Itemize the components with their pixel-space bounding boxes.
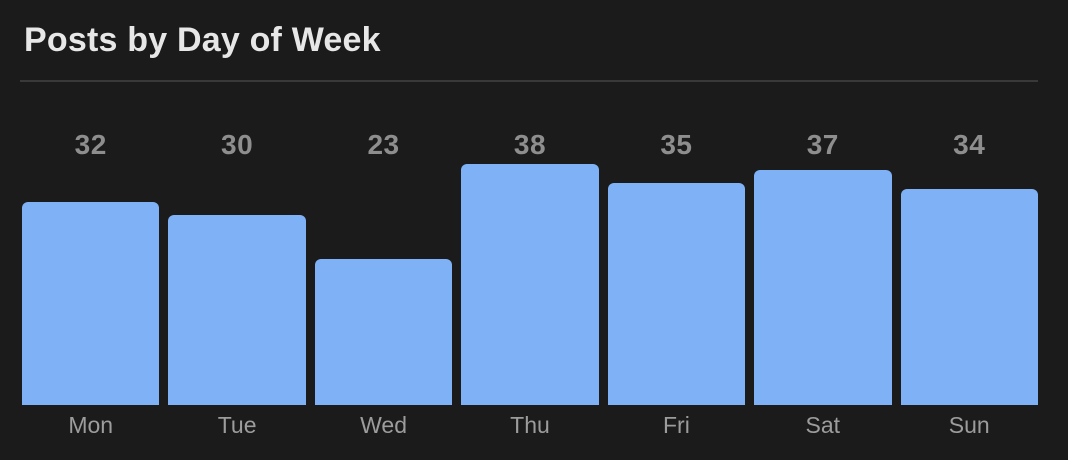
bar-value-label-mon: 32	[74, 129, 107, 160]
bar-wed	[314, 259, 453, 405]
bar-column-tue: 30 Tue	[168, 129, 306, 438]
bar-column-sat: 37 Sat	[754, 129, 892, 438]
bar-value-label-fri: 35	[660, 129, 693, 160]
bar-fri	[607, 182, 746, 405]
x-axis-label-sun: Sun	[948, 412, 990, 438]
bar-column-mon: 32 Mon	[22, 129, 160, 438]
x-axis-label-tue: Tue	[217, 412, 257, 438]
bar-column-fri: 35 Fri	[607, 129, 746, 438]
x-axis-label-sat: Sat	[805, 412, 841, 438]
x-axis-label-wed: Wed	[360, 412, 407, 438]
bar-value-label-thu: 38	[513, 129, 547, 160]
bar-sun	[900, 189, 1038, 405]
bar-mon	[22, 201, 160, 405]
bar-sat	[754, 170, 892, 405]
bar-tue	[168, 214, 306, 405]
x-axis-label-mon: Mon	[68, 412, 114, 438]
x-axis-label-thu: Thu	[510, 412, 550, 438]
bar-column-wed: 23 Wed	[314, 129, 453, 438]
bar-value-label-sun: 34	[953, 129, 986, 160]
title-divider	[20, 80, 1038, 82]
bar-column-thu: 38 Thu	[461, 129, 599, 438]
bar-value-label-sat: 37	[806, 129, 839, 160]
bar-value-label-tue: 30	[221, 129, 254, 160]
bar-chart: 32 Mon 30 Tue 23 Wed 38 Thu 35 Fri 37 Sat 34 Sun	[22, 130, 1038, 438]
bar-column-sun: 34 Sun	[900, 129, 1038, 438]
chart-title: Posts by Day of Week	[24, 21, 381, 59]
x-axis-label-fri: Fri	[662, 412, 690, 438]
bar-thu	[461, 163, 599, 405]
bar-value-label-wed: 23	[367, 129, 400, 160]
